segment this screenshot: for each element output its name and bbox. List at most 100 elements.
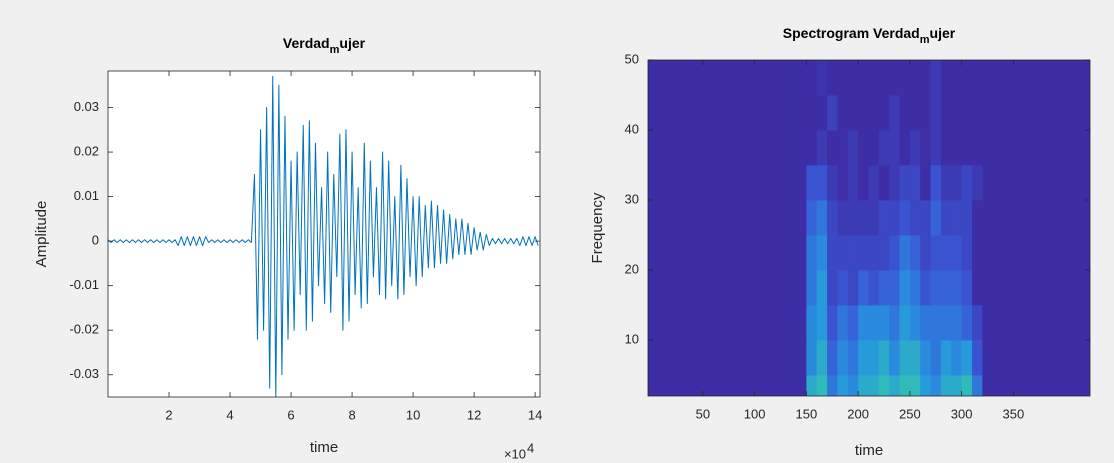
spectrogram-cell <box>961 375 973 396</box>
spectrogram-cell <box>1044 95 1056 131</box>
spectrogram-cell <box>744 270 756 306</box>
spectrogram-cell <box>806 235 818 271</box>
spectrogram-cell <box>702 375 714 396</box>
spectrogram-cell <box>733 235 745 271</box>
spectrogram-cell <box>785 270 797 306</box>
spectrogram-cell <box>651 165 662 201</box>
y-tick-label: 30 <box>625 191 639 206</box>
spectrogram-cell <box>661 235 673 271</box>
spectrogram-cell <box>909 305 921 341</box>
spectrogram-cell <box>992 270 1004 306</box>
spectrogram-cell <box>775 60 787 96</box>
spectrogram-cell <box>1003 130 1014 166</box>
spectrogram-cell <box>992 95 1004 131</box>
spectrogram-cell <box>806 60 818 96</box>
spectrogram-cell <box>847 200 859 236</box>
spectrogram-cell <box>651 375 662 396</box>
spectrogram-cell <box>702 340 714 376</box>
spectrogram-cell <box>764 95 776 131</box>
spectrogram-cell <box>1003 200 1014 236</box>
spectrogram-cell <box>1044 270 1056 306</box>
spectrogram-cell <box>971 270 983 306</box>
spectrogram-cell <box>754 130 766 166</box>
spectrogram-cell <box>920 375 931 396</box>
spectrogram-cell <box>733 60 745 96</box>
spectrogram-cell <box>982 95 994 131</box>
spectrogram-cell <box>1023 340 1035 376</box>
y-tick-label: 0.01 <box>74 188 99 203</box>
spectrogram-cell <box>1044 375 1056 396</box>
spectrogram-cell <box>992 200 1004 236</box>
spectrogram-cell <box>982 270 994 306</box>
spectrogram-cell <box>889 95 900 131</box>
spectrogram-cell <box>827 270 838 306</box>
spectrogram-cell <box>754 95 766 131</box>
spectrogram-cell <box>1044 130 1056 166</box>
spectrogram-cell <box>775 340 787 376</box>
spectrogram-cell <box>858 165 869 201</box>
spectrogram-cell <box>785 340 797 376</box>
y-tick-label: 50 <box>625 51 639 66</box>
spectrogram-cell <box>796 200 807 236</box>
spectrogram-cell <box>878 165 890 201</box>
spectrogram-cell <box>702 130 714 166</box>
spectrogram-cell <box>971 375 983 396</box>
spectrogram-cell <box>971 305 983 341</box>
spectrogram-cell <box>723 375 735 396</box>
spectrogram-cell <box>951 200 963 236</box>
spectrogram-cell <box>837 60 849 96</box>
spectrogram-cell <box>816 95 828 131</box>
spectrogram-cell <box>858 235 869 271</box>
spectrogram-cell <box>702 60 714 96</box>
spectrogram-cell <box>827 305 838 341</box>
spectrogram-cell <box>671 95 683 131</box>
spectrogram-cell <box>682 305 693 341</box>
spectrogram-cell <box>754 165 766 201</box>
spectrogram-cell <box>1034 235 1045 271</box>
spectrogram-cell <box>671 305 683 341</box>
spectrogram-cell <box>847 165 859 201</box>
spectrogram-cell <box>733 200 745 236</box>
y-tick-label: 0.03 <box>74 99 99 114</box>
spectrogram-cell <box>899 270 911 306</box>
spectrogram-cell <box>858 200 869 236</box>
spectrogram-cell <box>733 375 745 396</box>
spectrogram-cell <box>671 130 683 166</box>
spectrogram-cell <box>951 270 963 306</box>
spectrogram-cell <box>868 305 880 341</box>
spectrogram-cell <box>1054 375 1066 396</box>
spectrogram-cell <box>1023 305 1035 341</box>
spectrogram-cell <box>992 375 1004 396</box>
spectrogram-cell <box>723 95 735 131</box>
spectrogram-cell <box>858 375 869 396</box>
spectrogram-cell <box>827 340 838 376</box>
spectrogram-cell <box>775 95 787 131</box>
spectrogram-cell <box>878 95 890 131</box>
spectrogram-cell <box>682 130 693 166</box>
spectrogram-cell <box>1023 270 1035 306</box>
spectrogram-cell <box>961 270 973 306</box>
spectrogram-cell <box>940 130 952 166</box>
spectrogram-cell <box>858 340 869 376</box>
spectrogram-cell <box>920 270 931 306</box>
spectrogram-cell <box>661 60 673 96</box>
spectrogram-cell <box>889 165 900 201</box>
spectrogram-cell <box>940 270 952 306</box>
spectrogram-cell <box>982 60 994 96</box>
spectrogram-cell <box>940 235 952 271</box>
spectrogram-cell <box>1034 200 1045 236</box>
spectrogram-cell <box>1013 200 1025 236</box>
x-tick-label: 12 <box>467 407 481 422</box>
spectrogram-cell <box>992 165 1004 201</box>
spectrogram-cell <box>1054 130 1066 166</box>
spectrogram-cell <box>920 60 931 96</box>
spectrogram-cell <box>1023 95 1035 131</box>
spectrogram-cell <box>889 270 900 306</box>
spectrogram-cell <box>1054 95 1066 131</box>
spectrogram-cell <box>971 340 983 376</box>
spectrogram-cell <box>847 305 859 341</box>
spectrogram-cell <box>764 375 776 396</box>
spectrogram-cell <box>930 305 942 341</box>
spectrogram-cell <box>992 130 1004 166</box>
spectrogram-cell <box>702 95 714 131</box>
